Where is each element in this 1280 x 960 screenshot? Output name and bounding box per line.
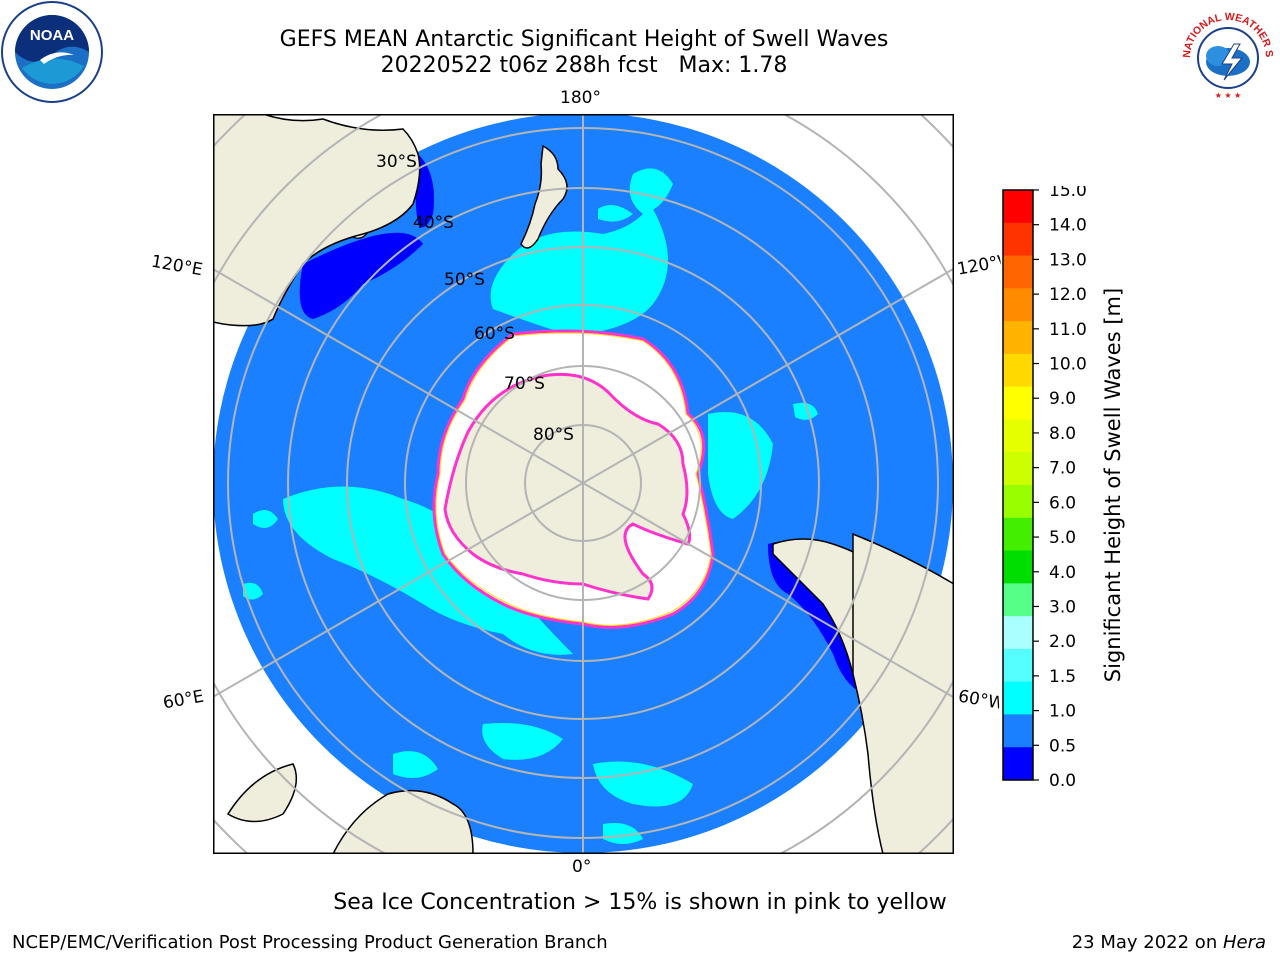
colorbar-segment: [1003, 255, 1033, 289]
colorbar-tick-label: 6.0: [1049, 493, 1076, 513]
chart-title: GEFS MEAN Antarctic Significant Height o…: [0, 27, 1168, 79]
colorbar-tick-label: 12.0: [1049, 285, 1087, 305]
colorbar-tick-label: 11.0: [1049, 320, 1087, 340]
colorbar-segment: [1003, 714, 1033, 748]
noaa-logo: NOAA: [1, 1, 103, 103]
colorbar-segment: [1003, 648, 1033, 683]
title-line-2: 20220522 t06z 288h fcst Max: 1.78: [380, 53, 788, 78]
noaa-logo-text: NOAA: [30, 27, 74, 44]
colorbar-tick-label: 5.0: [1049, 528, 1076, 548]
colorbar-segment: [1003, 616, 1033, 650]
colorbar-segment: [1003, 386, 1033, 420]
colorbar-tick-label: 2.0: [1049, 632, 1076, 652]
colorbar-tick-label: 3.0: [1049, 597, 1076, 617]
colorbar-tick-label: 8.0: [1049, 424, 1076, 444]
colorbar-segment: [1003, 747, 1033, 781]
colorbar-tick-label: 15.0: [1049, 186, 1087, 201]
lat-label-80s: 80°S: [533, 425, 574, 445]
title-line-1: GEFS MEAN Antarctic Significant Height o…: [279, 27, 889, 52]
lat-label-60s: 60°S: [474, 324, 515, 344]
colorbar-segment: [1003, 583, 1033, 617]
colorbar-tick-label: 1.0: [1049, 702, 1076, 722]
sea-ice-note: Sea Ice Concentration > 15% is shown in …: [333, 890, 947, 915]
sea-ice: [432, 329, 715, 629]
svg-text:★ ★ ★: ★ ★ ★: [1215, 91, 1242, 100]
polar-map: [213, 114, 954, 854]
colorbar-segment: [1003, 190, 1033, 224]
lat-label-40s: 40°S: [413, 213, 454, 233]
footer-credit: NCEP/EMC/Verification Post Processing Pr…: [12, 932, 608, 953]
new-zealand: [520, 144, 568, 249]
footer-date: 23 May 2022 on Hera: [1072, 932, 1266, 953]
lat-label-50s: 50°S: [444, 270, 485, 290]
colorbar-tick-label: 14.0: [1049, 216, 1087, 236]
colorbar-segment: [1003, 222, 1033, 257]
colorbar-segment: [1003, 288, 1033, 322]
lat-label-30s: 30°S: [376, 152, 417, 172]
colorbar-tick-label: 9.0: [1049, 389, 1076, 409]
colorbar-segment: [1003, 321, 1033, 355]
graticule: [213, 114, 954, 854]
lon-label-0: 0°: [572, 857, 592, 877]
colorbar-tick-label: 13.0: [1049, 250, 1087, 270]
colorbar-tick-label: 7.0: [1049, 459, 1076, 479]
footer-date-text: 23 May 2022 on: [1071, 932, 1223, 953]
colorbar-tick-label: 10.0: [1049, 355, 1087, 375]
colorbar-segment: [1003, 485, 1033, 519]
colorbar-segment: [1003, 419, 1033, 453]
footer-system: Hera: [1222, 932, 1266, 953]
nws-logo: NATIONAL WEATHER SERVICE ★ ★ ★: [1178, 6, 1275, 100]
colorbar-segment: [1003, 550, 1033, 584]
colorbar-tick-label: 0.0: [1049, 771, 1076, 786]
lat-label-70s: 70°S: [504, 374, 545, 394]
ice-edge-yellow: [435, 332, 712, 626]
lon-label-120w: 120°W: [955, 252, 1003, 280]
colorbar-segment: [1003, 353, 1033, 388]
colorbar-tick-label: 0.5: [1049, 736, 1076, 756]
colorbar-label: Significant Height of Swell Waves [m]: [1101, 287, 1125, 683]
colorbar-segment: [1003, 681, 1033, 715]
colorbar: 15.0 14.0 13.0 12.0 11.0 10.0 9.0 8.0 7.0 6.0 5.0 4…: [1002, 186, 1087, 786]
lon-label-60w: 60°W: [956, 686, 1002, 714]
colorbar-tick-label: 1.5: [1049, 667, 1076, 687]
colorbar-segment: [1003, 517, 1033, 552]
lon-label-180: 180°: [560, 88, 601, 108]
lon-label-60e: 60°E: [161, 686, 206, 714]
colorbar-tick-label: 4.0: [1049, 563, 1076, 583]
colorbar-segment: [1003, 452, 1033, 486]
lon-label-120e: 120°E: [149, 251, 205, 281]
